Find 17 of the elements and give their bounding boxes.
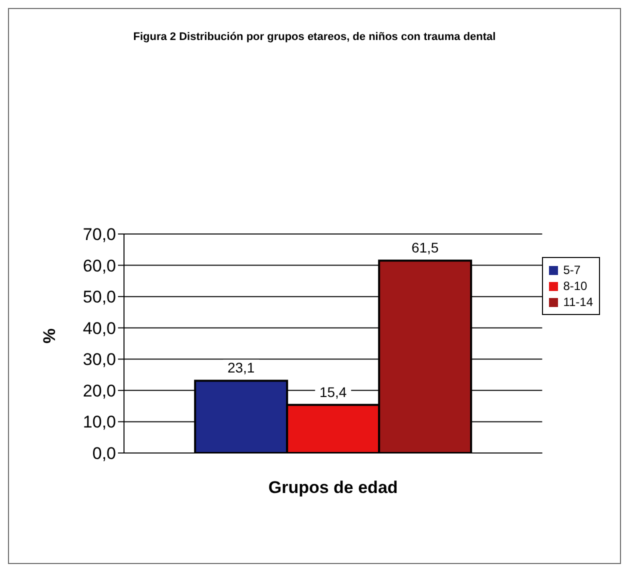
legend-label: 5-7 [563, 262, 581, 278]
data-label: 15,4 [319, 384, 347, 400]
y-tick-label: 70,0 [82, 225, 116, 244]
y-axis-title: % [40, 328, 60, 344]
y-tick-label: 40,0 [82, 318, 116, 338]
y-tick-label: 0,0 [92, 444, 116, 464]
y-tick-label: 20,0 [82, 381, 116, 400]
data-label: 61,5 [411, 240, 439, 256]
y-tick-label: 10,0 [82, 412, 116, 432]
x-axis-title: Grupos de edad [268, 478, 398, 497]
chart-title: Figura 2 Distribución por grupos etareos, de niños con trauma dental [132, 31, 497, 43]
data-label: 23,1 [227, 360, 255, 376]
y-tick-label: 60,0 [82, 256, 116, 276]
y-tick-label: 50,0 [82, 288, 116, 307]
legend-label: 11-14 [563, 294, 593, 310]
legend-label: 8-10 [563, 278, 588, 294]
y-tick-label: 30,0 [82, 350, 116, 370]
